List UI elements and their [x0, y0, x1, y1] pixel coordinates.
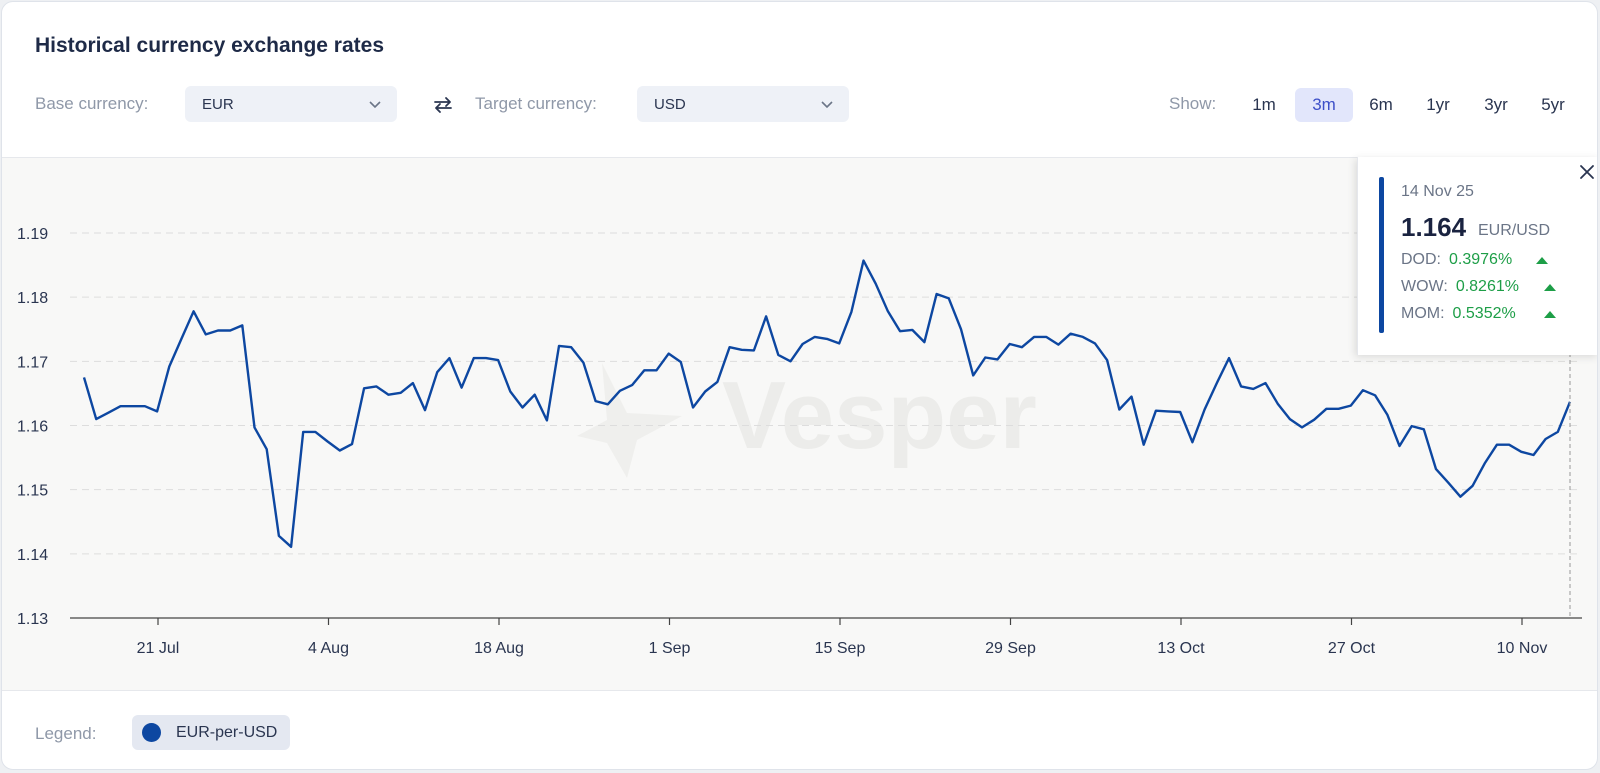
x-tick-label: 10 Nov [1497, 640, 1548, 657]
tooltip-mom-row: MOM: 0.5352% [1401, 305, 1516, 323]
base-currency-value: EUR [202, 96, 234, 113]
target-currency-label: Target currency: [475, 94, 597, 113]
wow-label: WOW: [1401, 278, 1448, 295]
target-currency-value: USD [654, 96, 686, 113]
tooltip-series-bar [1379, 177, 1384, 333]
dod-value: 0.3976% [1449, 251, 1513, 268]
legend-color-dot [142, 723, 161, 742]
x-tick-label: 1 Sep [649, 640, 691, 657]
series-line-eur-per-usd [82, 259, 1572, 548]
x-tick-label: 21 Jul [137, 640, 180, 657]
swap-currencies-icon[interactable] [432, 94, 454, 116]
chart-plot-area[interactable]: Vesper 1.19 1.18 1.17 1.16 1.15 1.14 1.13 21 Jul… [2, 157, 1598, 692]
y-tick-label: 1.17 [17, 354, 48, 371]
up-arrow-icon [1544, 311, 1556, 318]
x-tick-label: 13 Oct [1157, 640, 1205, 657]
legend-series-name: EUR-per-USD [176, 724, 278, 741]
target-currency-select[interactable]: USD [637, 86, 849, 122]
mom-label: MOM: [1401, 305, 1445, 322]
tooltip-wow-row: WOW: 0.8261% [1401, 278, 1519, 296]
base-currency-label: Base currency: [35, 94, 149, 113]
x-tick-label: 4 Aug [308, 640, 349, 657]
watermark-star-icon [577, 363, 682, 478]
legend-label: Legend: [35, 724, 97, 743]
x-tick-label: 18 Aug [474, 640, 524, 657]
show-range-label: Show: [1169, 94, 1217, 113]
y-tick-label: 1.18 [17, 290, 48, 307]
legend-item-eur-per-usd[interactable]: EUR-per-USD [132, 715, 290, 750]
exchange-rate-line-chart[interactable]: Vesper 1.19 1.18 1.17 1.16 1.15 1.14 1.13 21 Jul… [2, 158, 1598, 692]
y-tick-label: 1.19 [17, 226, 48, 243]
tooltip-value: 1.164 [1401, 212, 1467, 242]
x-tick-label: 15 Sep [815, 640, 866, 657]
tooltip-date: 14 Nov 25 [1401, 183, 1474, 200]
dod-label: DOD: [1401, 251, 1441, 268]
up-arrow-icon [1536, 257, 1548, 264]
y-tick-label: 1.15 [17, 483, 48, 500]
range-1m-button[interactable]: 1m [1252, 95, 1276, 114]
range-1yr-button[interactable]: 1yr [1426, 95, 1450, 114]
watermark-text: Vesper [722, 362, 1037, 469]
up-arrow-icon [1544, 284, 1556, 291]
range-5yr-button[interactable]: 5yr [1541, 95, 1565, 114]
tooltip-dod-row: DOD: 0.3976% [1401, 251, 1512, 269]
x-tick-label: 29 Sep [985, 640, 1036, 657]
x-tick-label: 27 Oct [1328, 640, 1376, 657]
range-6m-button[interactable]: 6m [1369, 95, 1393, 114]
mom-value: 0.5352% [1452, 305, 1516, 322]
chart-tooltip: 14 Nov 25 1.164 EUR/USD DOD: 0.3976% WOW:… [1357, 157, 1597, 355]
close-icon[interactable] [1578, 163, 1596, 181]
base-currency-select[interactable]: EUR [185, 86, 397, 122]
chevron-down-icon [369, 101, 381, 109]
y-tick-label: 1.13 [17, 611, 48, 628]
range-3yr-button[interactable]: 3yr [1484, 95, 1508, 114]
y-tick-label: 1.14 [17, 547, 48, 564]
chevron-down-icon [821, 101, 833, 109]
tooltip-pair: EUR/USD [1478, 222, 1551, 239]
wow-value: 0.8261% [1455, 278, 1519, 295]
page-title: Historical currency exchange rates [35, 34, 385, 57]
y-tick-label: 1.16 [17, 419, 48, 436]
range-3m-button[interactable]: 3m [1295, 88, 1353, 122]
